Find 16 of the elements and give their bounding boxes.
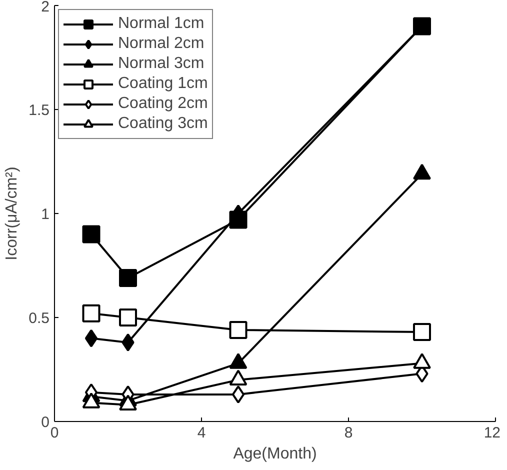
x-tick-label: 4 <box>197 424 206 442</box>
x-tick-label: 8 <box>344 424 353 442</box>
legend-label: Normal 2cm <box>118 35 204 53</box>
legend-label: Normal 3cm <box>118 55 204 73</box>
x-tick-label: 12 <box>484 424 501 442</box>
legend-label: Coating 2cm <box>118 95 208 113</box>
legend-label: Normal 1cm <box>118 15 204 33</box>
y-tick-label: 1 <box>41 206 50 223</box>
y-tick-label: 1.5 <box>28 102 50 119</box>
y-tick-label: 0.5 <box>28 310 50 327</box>
legend-label: Coating 3cm <box>118 115 208 133</box>
y-tick-label: 0 <box>41 414 50 431</box>
x-axis-title: Age(Month) <box>233 446 317 462</box>
legend-label: Coating 1cm <box>118 75 208 93</box>
y-tick-label: 2 <box>41 0 50 16</box>
y-axis-title: Icorr(μA/cm²) <box>4 166 21 260</box>
